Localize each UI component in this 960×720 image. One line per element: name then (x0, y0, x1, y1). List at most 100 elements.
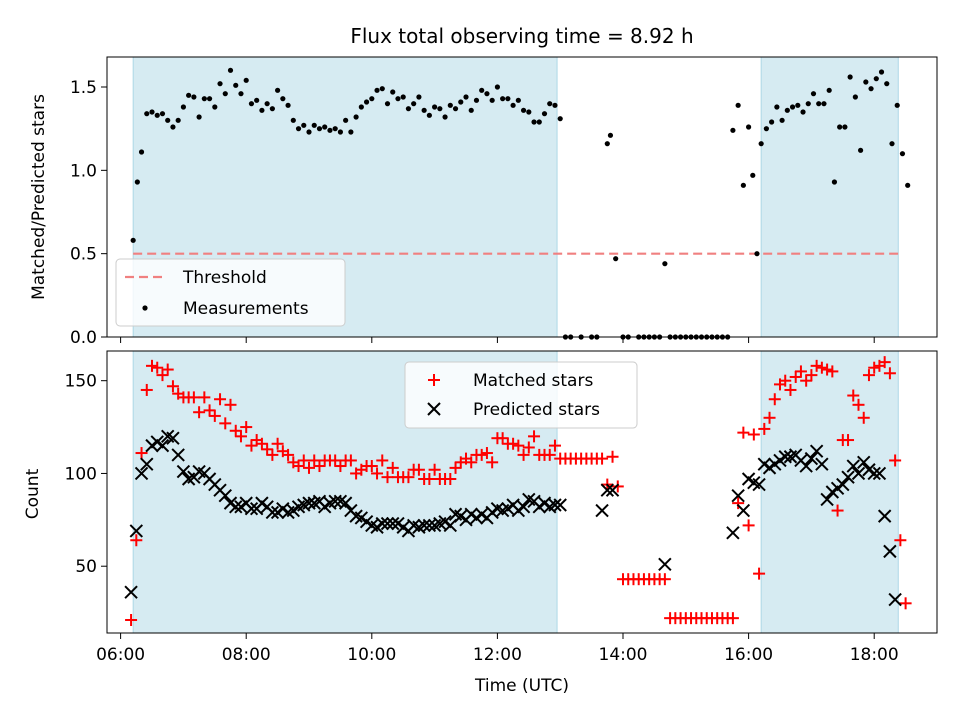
predicted-star-point (176, 464, 191, 479)
x-tick-label: 08:00 (222, 645, 271, 665)
measurement-point (604, 141, 610, 147)
predicted-star-point (731, 489, 745, 503)
ratio-panel-frame (106, 56, 938, 338)
predicted-star-point (804, 451, 819, 466)
measurement-point (784, 107, 790, 113)
predicted-star-point (155, 438, 170, 453)
legend-threshold-label: Threshold (182, 268, 267, 288)
predicted-star-point (778, 450, 792, 464)
legend-measurements-swatch (142, 305, 148, 311)
measurement-point (873, 76, 879, 82)
predicted-star-point (375, 516, 389, 531)
measurement-point (800, 109, 806, 115)
x-axis-label: Time (UTC) (474, 676, 569, 696)
matched-star-point (208, 409, 221, 422)
matched-star-point (428, 463, 441, 476)
measurement-point (206, 96, 213, 102)
measurement-point (763, 126, 769, 132)
ratio-legend-box (115, 258, 346, 327)
predicted-star-point (218, 489, 232, 503)
measurement-point (363, 99, 370, 105)
measurement-point (170, 124, 176, 130)
measurement-point (306, 129, 312, 135)
y-tick-label: 0.5 (70, 245, 97, 265)
measurement-point (795, 102, 801, 108)
measurement-points (130, 67, 911, 340)
measurement-point (254, 97, 260, 103)
measurement-point (520, 107, 527, 113)
measurement-point (290, 117, 296, 123)
matched-star-point (193, 406, 206, 419)
predicted-star-point (338, 496, 353, 510)
measurement-point (816, 101, 822, 107)
matched-star-point (214, 393, 227, 406)
measurement-point (847, 74, 853, 80)
measurement-point (280, 96, 286, 102)
matched-star-point (245, 439, 258, 452)
measurement-point (201, 96, 207, 102)
matched-star-point (486, 456, 499, 469)
matched-star-point (240, 421, 253, 434)
matched-star-point (894, 534, 907, 547)
matched-star-point (737, 426, 750, 439)
ratio-legend: Threshold Measurements (115, 258, 346, 327)
x-tick-label: 06:00 (96, 645, 145, 665)
x-tick-label: 14:00 (599, 645, 648, 665)
matched-star-point (611, 480, 624, 493)
predicted-star-point (386, 516, 400, 531)
predicted-star-point (548, 498, 562, 512)
predicted-star-point (516, 500, 531, 514)
matched-star-point (161, 363, 174, 376)
matched-star-point (365, 460, 378, 473)
measurement-point (191, 94, 197, 100)
measurement-point (134, 179, 140, 185)
predicted-star-point (600, 483, 615, 497)
measurement-point (510, 102, 516, 108)
measurement-point (332, 126, 338, 132)
measurement-point (547, 101, 553, 107)
matched-star-point (308, 454, 321, 467)
measurement-point (515, 97, 521, 103)
chart-title: Flux total observing time = 8.92 h (350, 24, 693, 48)
predicted-star-point (846, 459, 860, 473)
predicted-star-point (140, 457, 154, 471)
matched-star-point (747, 428, 760, 441)
matched-star-point (198, 391, 211, 404)
matched-star-point (444, 473, 457, 486)
measurement-point (301, 122, 307, 128)
matched-star-point (815, 361, 828, 374)
predicted-star-point (380, 516, 395, 531)
measurement-point (165, 117, 171, 123)
measurement-point (447, 102, 453, 108)
measurement-point (238, 91, 244, 97)
matched-star-point (151, 361, 164, 374)
matched-star-point (779, 374, 792, 387)
measurement-point (479, 87, 485, 93)
y-tick-label: 150 (65, 372, 97, 392)
measurement-point (899, 151, 906, 157)
measurement-point (894, 102, 900, 108)
matched-star-point (344, 454, 357, 467)
measurement-point (421, 107, 427, 113)
matched-star-point (868, 361, 881, 374)
measurement-point (437, 106, 443, 112)
matched-star-point (229, 424, 242, 437)
predicted-star-point (736, 503, 751, 518)
measurement-point (369, 96, 375, 102)
count-x-ticks: 06:00 08:00 10:00 12:00 14:00 16:00 18:00 (96, 633, 899, 665)
predicted-star-point (124, 585, 138, 599)
measurement-point (222, 91, 228, 97)
measurement-point (754, 251, 760, 257)
matched-star-point (166, 380, 179, 393)
measurement-point (758, 141, 764, 147)
matched-star-point (596, 452, 609, 465)
matched-star-point (282, 448, 295, 461)
matched-star-point (789, 370, 802, 383)
matched-star-point (480, 447, 493, 460)
legend-predicted-swatch (427, 402, 441, 416)
measurement-point (842, 124, 848, 130)
measurement-point (275, 87, 281, 93)
matched-star-point (857, 411, 870, 424)
measurement-point (613, 256, 619, 262)
matched-star-point (763, 411, 776, 424)
